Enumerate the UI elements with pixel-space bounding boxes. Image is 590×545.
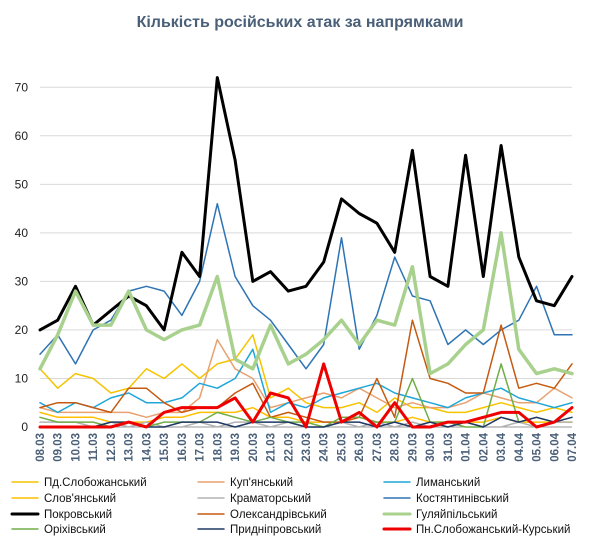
series-lines (38, 76, 574, 429)
x-tick-label: 19.03 (230, 433, 242, 462)
x-tick-label: 18.03 (212, 433, 224, 462)
legend-item: Оріхівський (11, 524, 106, 536)
x-tick-label: 27.03 (372, 433, 384, 462)
legend-label: Покровський (44, 509, 112, 521)
x-tick-label: 05.04 (532, 432, 544, 461)
x-tick-label: 04.04 (514, 432, 526, 461)
series-line (38, 76, 574, 332)
legend-item: Краматорський (197, 493, 311, 505)
x-tick-label: 14.03 (141, 433, 153, 462)
axes: 0 10 20 30 40 50 60 70 08.03 09.03 10.03 11.03 12.03… (15, 80, 579, 462)
x-tick-label: 28.03 (390, 433, 402, 462)
legend-item: Костянтинівський (383, 493, 509, 505)
legend-label: Краматорський (230, 493, 311, 505)
x-tick-label: 21.03 (266, 433, 278, 462)
legend-item: Придніпровський (197, 524, 321, 536)
series-line (38, 362, 574, 429)
y-tick-label: 10 (15, 371, 29, 385)
x-tick-label: 11.03 (88, 433, 100, 461)
x-tick-label: 30.03 (425, 433, 437, 462)
y-tick-label: 40 (15, 226, 29, 240)
y-tick-label: 50 (15, 177, 29, 191)
x-tick-label: 13.03 (124, 433, 136, 462)
x-tick-label: 17.03 (195, 433, 207, 462)
x-tick-label: 12.03 (106, 433, 118, 462)
x-tick-label: 20.03 (248, 433, 260, 462)
x-tick-label: 06.04 (549, 432, 561, 461)
x-tick-label: 01.04 (461, 432, 473, 461)
y-tick-label: 0 (21, 420, 28, 434)
x-tick-label: 25.03 (336, 433, 348, 462)
x-tick-label: 31.03 (443, 433, 455, 462)
legend-item: Олександрівський (197, 509, 327, 521)
legend-item: Покровський (10, 509, 112, 521)
legend-label: Пд.Слобожанський (44, 477, 147, 489)
y-tick-label: 70 (15, 80, 29, 94)
series-line (38, 231, 574, 376)
series-line (39, 319, 573, 423)
gridlines (40, 86, 572, 428)
x-tick-label: 10.03 (70, 433, 82, 462)
legend-item: Слов'янський (11, 493, 116, 505)
legend-label: Пн.Слобожанський-Курський (416, 524, 570, 536)
x-tick-label: 08.03 (35, 433, 47, 462)
legend-label: Костянтинівський (416, 493, 509, 505)
legend-label: Оріхівський (44, 524, 106, 536)
x-tick-label: 15.03 (159, 433, 171, 462)
legend-item: Куп'янський (197, 477, 293, 489)
chart-title: Кількість російських атак за напрямками (137, 14, 464, 31)
legend-item: Пд.Слобожанський (11, 477, 147, 489)
legend-label: Лиманський (416, 477, 480, 489)
y-tick-label: 20 (15, 323, 29, 337)
x-tick-label: 26.03 (354, 433, 366, 462)
x-tick-label: 23.03 (301, 433, 313, 462)
legend-label: Куп'янський (230, 477, 293, 489)
legend-item: Гуляйпільський (382, 509, 497, 521)
legend-label: Придніпровський (230, 524, 321, 536)
legend-label: Гуляйпільський (416, 509, 497, 521)
y-tick-label: 60 (15, 129, 29, 143)
x-tick-label: 02.04 (478, 432, 490, 461)
legend-item: Лиманський (383, 477, 480, 489)
legend-item: Пн.Слобожанський-Курський (382, 524, 570, 536)
x-tick-label: 16.03 (177, 433, 189, 462)
x-tick-label: 22.03 (283, 433, 295, 462)
legend-label: Олександрівський (230, 509, 327, 521)
legend: Пд.Слобожанський Куп'янський Лиманський Сло… (10, 477, 570, 536)
legend-label: Слов'янський (44, 493, 116, 505)
x-tick-label: 03.04 (496, 432, 508, 461)
x-tick-label: 29.03 (407, 433, 419, 462)
x-tick-label: 24.03 (319, 433, 331, 462)
x-tick-label: 09.03 (53, 433, 65, 462)
x-tick-label: 07.04 (567, 432, 579, 461)
y-tick-label: 30 (15, 274, 29, 288)
